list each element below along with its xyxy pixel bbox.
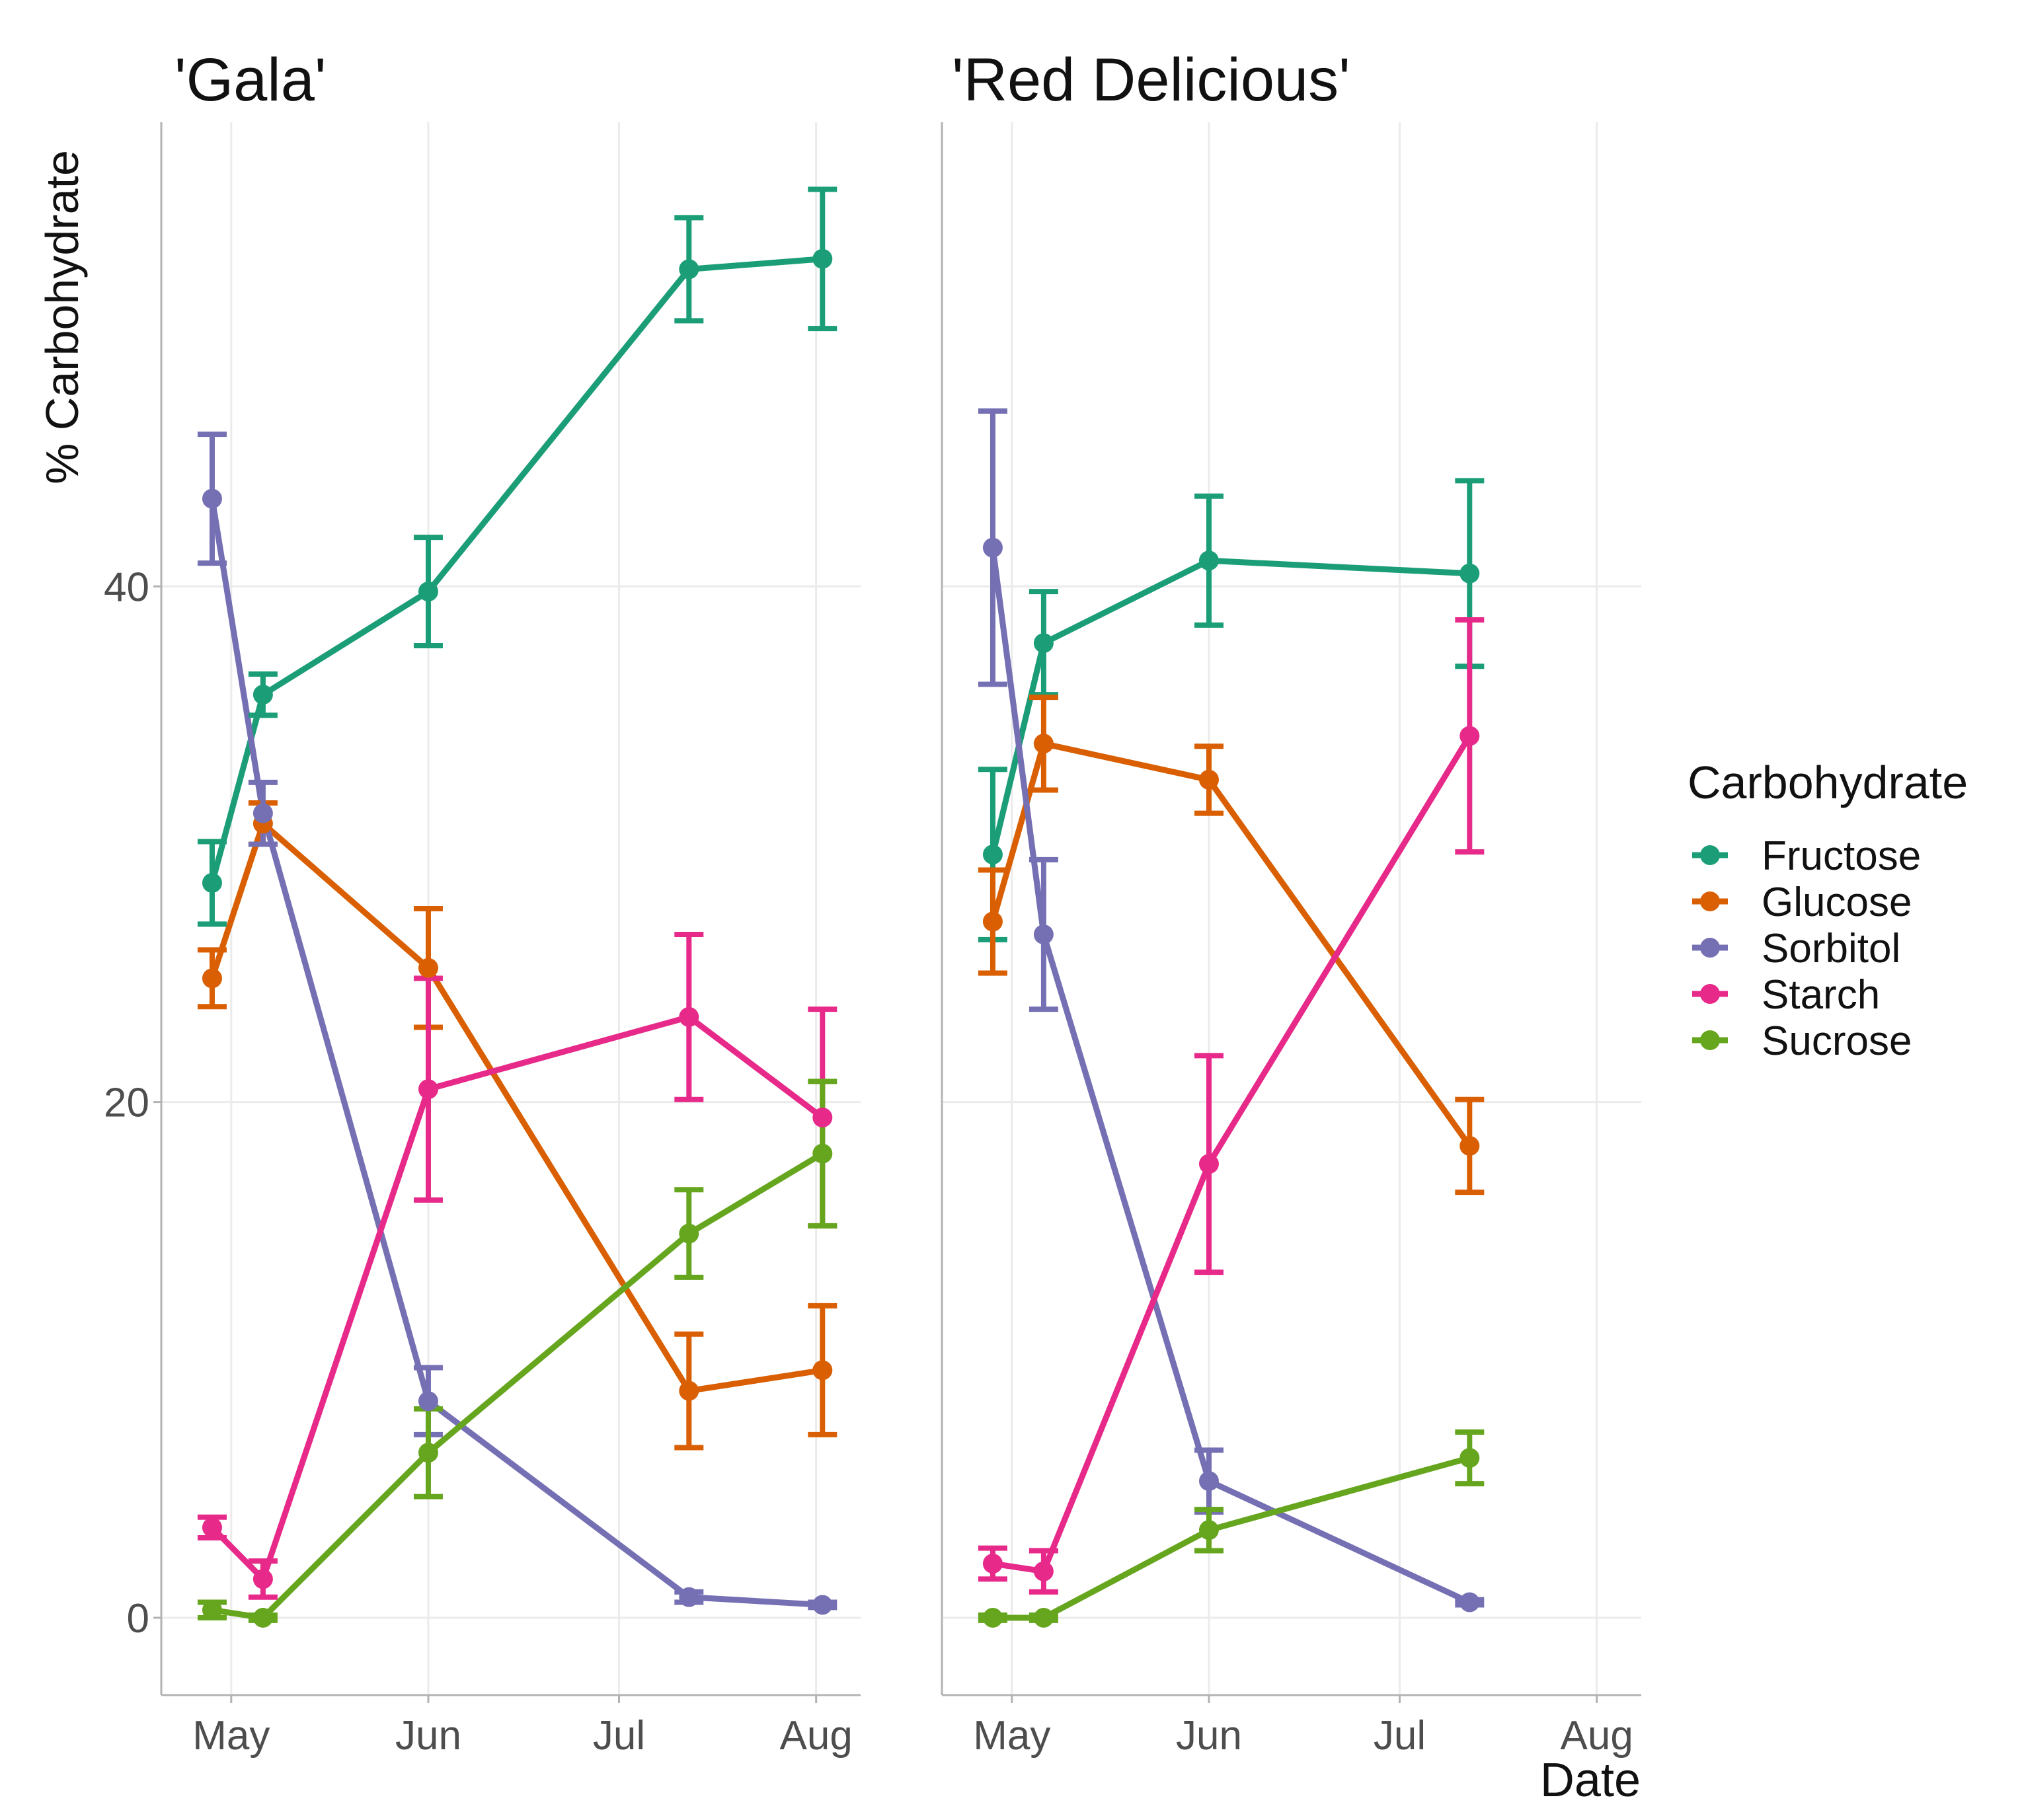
data-point-fructose-gala-1 — [253, 685, 273, 705]
series-lines-layer — [209, 256, 1473, 1621]
tick-labels-layer: May Jun Jul Aug 0 20 40 May Jun Jul Aug — [104, 564, 1633, 1759]
data-point-fructose-gala-4 — [812, 248, 833, 269]
x-axis-label: Date — [1540, 1754, 1641, 1807]
legend-label: Sorbitol — [1762, 926, 1900, 971]
data-point-glucose-gala-4 — [812, 1360, 833, 1381]
series-line-sucrose-red-delicious — [990, 1455, 1473, 1621]
data-point-sucrose-gala-3 — [679, 1223, 699, 1244]
data-point-fructose-red-delicious-2 — [1198, 550, 1219, 571]
y-tick-label-40: 40 — [104, 564, 149, 610]
x-tick-label-aug-red-delicious: Aug — [1561, 1713, 1633, 1759]
data-point-starch-red-delicious-1 — [1033, 1561, 1054, 1581]
y-axis-label: % Carbohydrate — [36, 150, 88, 484]
data-point-starch-gala-2 — [418, 1079, 438, 1100]
data-point-fructose-red-delicious-1 — [1033, 633, 1054, 654]
data-point-glucose-red-delicious-2 — [1198, 769, 1219, 790]
data-point-glucose-red-delicious-3 — [1459, 1135, 1480, 1156]
data-point-glucose-gala-0 — [202, 968, 222, 989]
data-point-sucrose-red-delicious-3 — [1459, 1448, 1480, 1468]
x-tick-label-jul-gala: Jul — [593, 1713, 645, 1759]
x-tick-label-may-gala: May — [192, 1713, 270, 1759]
panel-title-red-delicious: 'Red Delicious' — [952, 46, 1350, 114]
data-point-sorbitol-red-delicious-1 — [1033, 925, 1054, 945]
legend-label: Fructose — [1762, 833, 1921, 879]
data-point-starch-gala-3 — [679, 1006, 699, 1027]
data-point-sucrose-gala-0 — [202, 1600, 222, 1620]
data-point-starch-red-delicious-0 — [982, 1554, 1003, 1574]
axes-layer — [153, 122, 1641, 1703]
legend-item-fructose: Fructose — [1692, 833, 1921, 879]
data-point-fructose-gala-3 — [679, 259, 699, 280]
data-point-glucose-red-delicious-1 — [1033, 734, 1054, 754]
data-point-sucrose-red-delicious-1 — [1033, 1607, 1054, 1628]
data-point-sucrose-gala-1 — [253, 1607, 273, 1628]
data-point-sucrose-red-delicious-2 — [1198, 1520, 1219, 1540]
grid-layer — [161, 122, 1641, 1695]
data-point-sorbitol-gala-0 — [202, 488, 222, 509]
series-line-glucose-gala — [209, 820, 826, 1394]
data-point-sorbitol-gala-1 — [253, 803, 273, 823]
legend: Carbohydrate FructoseGlucoseSorbitolStar… — [1688, 757, 1968, 1064]
panel-title-gala: 'Gala' — [175, 46, 326, 114]
x-tick-label-jul-red-delicious: Jul — [1374, 1713, 1426, 1759]
data-point-glucose-red-delicious-0 — [982, 911, 1003, 932]
data-point-sorbitol-red-delicious-3 — [1459, 1592, 1480, 1612]
legend-title: Carbohydrate — [1688, 757, 1968, 808]
data-point-starch-gala-0 — [202, 1517, 222, 1538]
data-point-sucrose-gala-4 — [812, 1143, 833, 1164]
data-point-sorbitol-red-delicious-0 — [982, 537, 1003, 558]
data-point-fructose-gala-2 — [418, 582, 438, 602]
series-line-glucose-red-delicious — [990, 740, 1473, 1149]
data-point-sucrose-red-delicious-0 — [982, 1607, 1003, 1628]
legend-item-sorbitol: Sorbitol — [1692, 926, 1900, 971]
data-point-starch-red-delicious-3 — [1459, 726, 1480, 746]
data-point-sucrose-gala-2 — [418, 1443, 438, 1463]
legend-key-point — [1700, 845, 1720, 865]
x-tick-label-jun-gala: Jun — [395, 1713, 461, 1759]
data-point-fructose-gala-0 — [202, 872, 222, 893]
series-line-starch-red-delicious — [990, 733, 1473, 1575]
data-point-starch-gala-4 — [812, 1108, 833, 1128]
x-tick-label-aug-gala: Aug — [780, 1713, 853, 1759]
legend-label: Starch — [1762, 972, 1880, 1018]
legend-key-point — [1700, 984, 1720, 1004]
legend-label: Sucrose — [1762, 1018, 1912, 1064]
legend-label: Glucose — [1762, 880, 1912, 925]
data-point-sorbitol-gala-2 — [418, 1391, 438, 1412]
data-point-sorbitol-gala-4 — [812, 1595, 833, 1615]
legend-key-point — [1700, 1030, 1720, 1050]
data-point-starch-gala-1 — [253, 1569, 273, 1589]
points-layer — [202, 248, 1480, 1628]
legend-key-point — [1700, 891, 1720, 911]
y-tick-label-20: 20 — [104, 1081, 149, 1126]
data-point-sorbitol-red-delicious-2 — [1198, 1471, 1219, 1492]
data-point-glucose-gala-2 — [418, 958, 438, 978]
legend-item-starch: Starch — [1692, 972, 1880, 1018]
series-line-fructose-gala — [209, 256, 826, 886]
y-tick-label-0: 0 — [127, 1596, 149, 1642]
data-point-sorbitol-gala-3 — [679, 1587, 699, 1607]
x-tick-label-jun-red-delicious: Jun — [1176, 1713, 1242, 1759]
x-tick-label-may-red-delicious: May — [973, 1713, 1050, 1759]
data-point-starch-red-delicious-2 — [1198, 1154, 1219, 1174]
error-bars-layer — [197, 186, 1485, 1623]
legend-item-glucose: Glucose — [1692, 880, 1912, 925]
legend-item-sucrose: Sucrose — [1692, 1018, 1912, 1064]
series-line-sorbitol-red-delicious — [990, 545, 1473, 1606]
data-point-fructose-red-delicious-3 — [1459, 563, 1480, 584]
data-point-fructose-red-delicious-0 — [982, 845, 1003, 865]
data-point-glucose-gala-3 — [679, 1381, 699, 1401]
legend-key-point — [1700, 938, 1720, 958]
